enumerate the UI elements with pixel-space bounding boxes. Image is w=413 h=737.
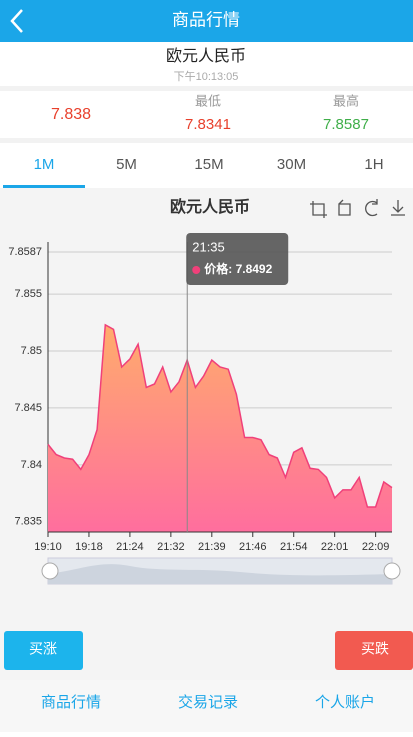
y-tick-label: 7.835 [14,516,42,528]
y-tick-label: 7.84 [21,459,42,471]
refresh-icon[interactable] [365,199,378,217]
chart-title: 欧元人民币 [170,197,250,216]
current-price: 7.838 [51,106,91,123]
x-tick-label: 21:24 [116,541,144,553]
tooltip-x: 21:35 [192,239,225,254]
x-tick-label: 21:39 [198,541,226,553]
x-tick-label: 21:32 [157,541,185,553]
x-tick-label: 19:10 [34,541,62,553]
tooltip-box [186,233,289,285]
low-label: 最低 [195,93,221,108]
buy-up-button[interactable] [4,631,83,670]
high-label: 最高 [333,93,359,108]
x-tick-label: 21:46 [239,541,267,553]
buy-up-label: 买涨 [29,641,57,657]
tabs: 1M 5M 15M 30M 1H [3,156,384,188]
zoom-icon[interactable] [310,201,327,218]
y-tick-label: 7.8587 [8,246,42,258]
slider-handle[interactable] [383,562,401,580]
download-icon[interactable] [391,200,405,216]
nav-item[interactable]: 个人账户 [315,694,375,711]
x-tick-label: 22:09 [362,541,390,553]
buy-down-label: 买跌 [361,641,389,657]
x-tick-label: 22:01 [321,541,349,553]
x-tick-label: 21:54 [280,541,308,553]
nav-item[interactable]: 交易记录 [178,693,238,711]
tab-underline [3,185,85,188]
back-button[interactable] [10,9,23,33]
y-tick-label: 7.845 [14,402,42,414]
divider [0,138,413,143]
bottom-nav [0,680,413,732]
slider-handle[interactable] [41,562,59,580]
tab[interactable]: 5M [116,156,137,173]
toolbox [310,199,405,218]
area [48,324,392,532]
divider [0,86,413,91]
x-tick-label: 19:18 [75,541,103,553]
undo-icon[interactable] [338,199,351,216]
nav-item[interactable]: 商品行情 [41,694,101,711]
tooltip-dot [192,266,201,274]
buy-down-button[interactable] [335,631,413,670]
header-title: 商品行情 [172,10,240,29]
low-price: 7.8341 [185,116,231,133]
high-price: 7.8587 [323,116,369,133]
tab[interactable]: 1M [34,156,55,173]
line [47,323,393,508]
tab[interactable]: 1H [364,156,383,173]
nav: 商品行情 交易记录 个人账户 [41,693,375,711]
header-bar [0,0,413,42]
instrument-time: 下午10:13:05 [174,70,239,83]
tab[interactable]: 30M [277,156,306,173]
tooltip-label: 价格: 7.8492 [204,261,272,276]
y-tick-label: 7.855 [14,288,42,300]
tab[interactable]: 15M [194,156,223,173]
instrument-name: 欧元人民币 [166,47,246,65]
y-tick-label: 7.85 [21,345,42,357]
chart: 欧元人民币 7.8587 7.855 7.85 7.845 7.84 7.835 19:10 1… [8,197,393,553]
slider-shadow [48,564,392,584]
